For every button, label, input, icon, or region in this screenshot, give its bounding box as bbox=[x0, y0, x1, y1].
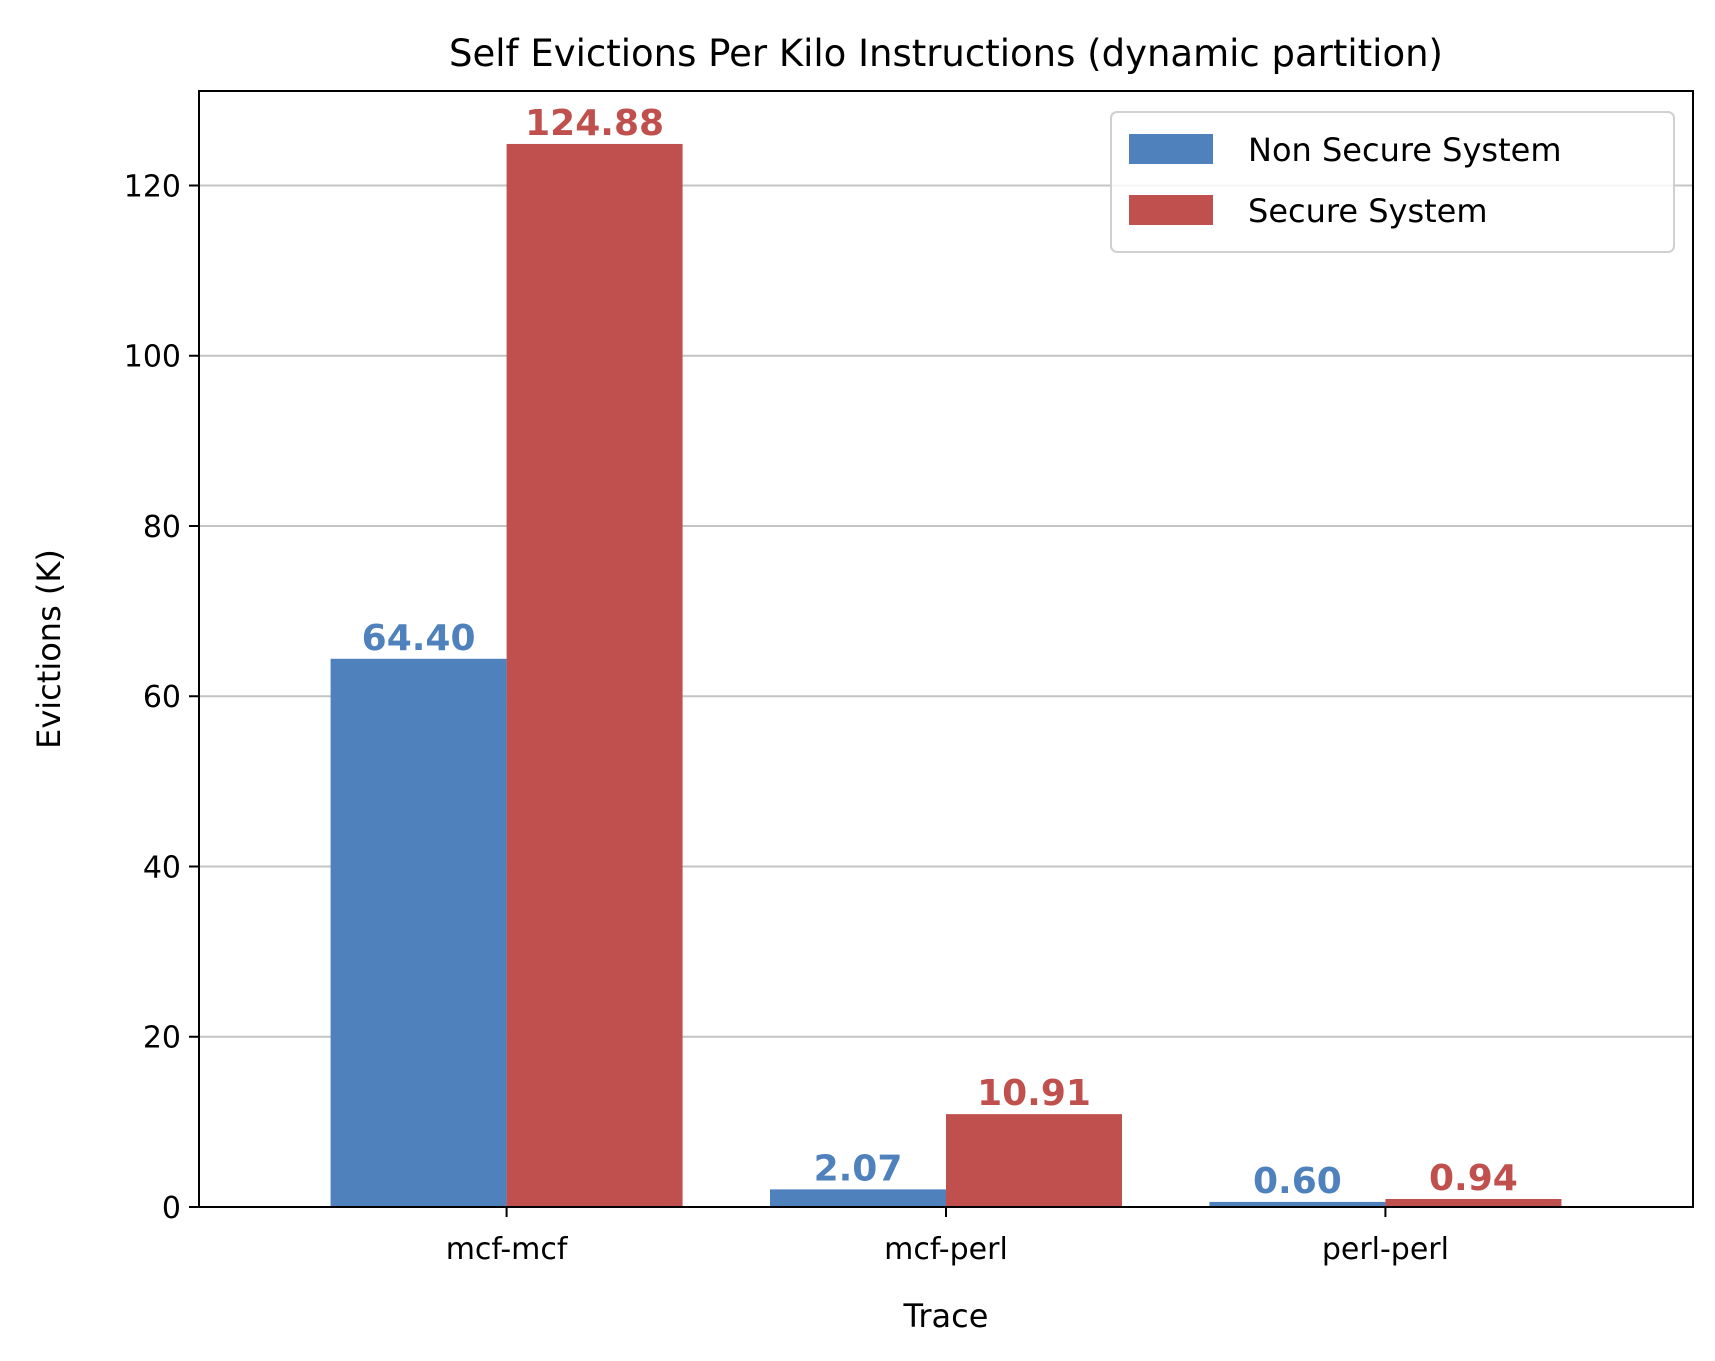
y-tick-label: 100 bbox=[124, 340, 181, 375]
bar bbox=[330, 658, 507, 1207]
x-tick-label: perl-perl bbox=[1322, 1232, 1449, 1267]
bar bbox=[770, 1189, 946, 1207]
x-tick-label: mcf-mcf bbox=[446, 1232, 569, 1267]
legend: Non Secure System Secure System bbox=[1110, 111, 1675, 253]
data-label: 0.94 bbox=[1429, 1158, 1518, 1199]
x-tick-label: mcf-perl bbox=[884, 1232, 1008, 1267]
bar bbox=[946, 1114, 1122, 1207]
data-label: 2.07 bbox=[814, 1148, 903, 1189]
data-label: 10.91 bbox=[977, 1073, 1091, 1114]
data-labels: 64.40 124.88 2.07 10.91 0.60 0.94 bbox=[362, 103, 1518, 1202]
bar bbox=[1209, 1201, 1386, 1207]
y-tick-label: 40 bbox=[143, 850, 181, 885]
legend-swatch bbox=[1129, 134, 1213, 164]
data-label: 124.88 bbox=[525, 103, 664, 144]
legend-swatch bbox=[1129, 195, 1213, 225]
bar bbox=[1385, 1198, 1562, 1207]
y-tick-label: 20 bbox=[143, 1021, 181, 1056]
axes: 0 20 40 60 80 100 120 mcf-mcf mcf-perl perl-perl bbox=[124, 169, 1449, 1267]
bars bbox=[330, 143, 1562, 1208]
data-label: 0.60 bbox=[1253, 1161, 1342, 1202]
y-axis-title: Evictions (K) bbox=[30, 549, 68, 749]
legend-box bbox=[1110, 111, 1675, 253]
y-tick-label: 120 bbox=[124, 169, 181, 204]
data-label: 64.40 bbox=[362, 618, 476, 659]
legend-label: Secure System bbox=[1248, 192, 1488, 230]
bar bbox=[506, 143, 683, 1208]
y-tick-label: 80 bbox=[143, 510, 181, 545]
y-tick-label: 60 bbox=[143, 680, 181, 715]
x-axis-title: Trace bbox=[903, 1297, 989, 1335]
y-tick-label: 0 bbox=[162, 1191, 181, 1226]
legend-label: Non Secure System bbox=[1248, 131, 1561, 169]
chart-title: Self Evictions Per Kilo Instructions (dy… bbox=[449, 32, 1443, 75]
